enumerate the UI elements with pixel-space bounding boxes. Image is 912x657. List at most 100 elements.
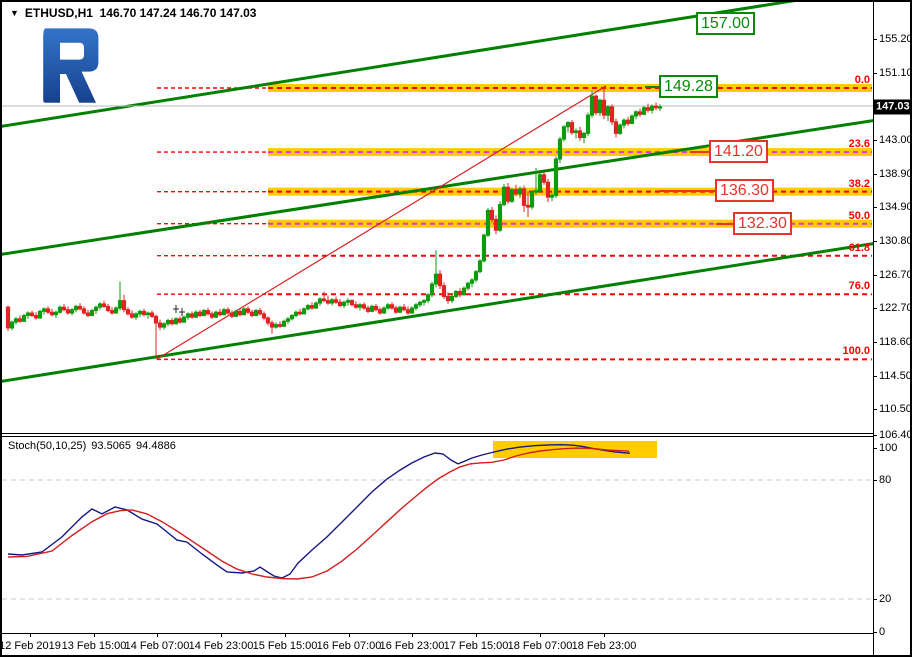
time-tick-label[interactable]: 15 Feb 15:00 xyxy=(252,640,318,652)
candle-body xyxy=(653,105,659,109)
price-level-label-149.28[interactable]: 149.28 xyxy=(659,75,718,98)
candle-body xyxy=(213,311,219,318)
candle-body xyxy=(573,130,579,134)
price-tick-mark xyxy=(873,435,877,436)
time-tick-label[interactable]: 12 Feb 2019 xyxy=(0,640,61,652)
candle-body xyxy=(613,121,619,134)
candle-body xyxy=(505,186,511,202)
fib-percent-label-38.2: 38.2 xyxy=(848,177,870,190)
level-dash-136.30 xyxy=(659,190,715,192)
time-tick-label[interactable]: 18 Feb 07:00 xyxy=(507,640,573,652)
price-tick-label-143.00: 143.00 xyxy=(879,134,912,146)
time-tick-label[interactable]: 17 Feb 15:00 xyxy=(443,640,509,652)
price-level-label-132.30[interactable]: 132.30 xyxy=(733,212,792,235)
time-tick-label[interactable]: 13 Feb 15:00 xyxy=(61,640,127,652)
candle-body xyxy=(641,107,647,115)
time-tick-label[interactable]: 14 Feb 23:00 xyxy=(188,640,254,652)
candle-body xyxy=(621,119,627,126)
candle-body xyxy=(393,307,399,313)
candle-body xyxy=(145,312,151,316)
candle-body xyxy=(493,218,499,231)
stoch-main-line xyxy=(7,443,631,579)
candle-body xyxy=(81,308,87,314)
candle-body xyxy=(157,322,163,328)
candle-body xyxy=(333,299,339,303)
candle-body xyxy=(509,189,515,202)
time-tick-mark xyxy=(94,633,95,637)
candle-body xyxy=(541,174,547,183)
price-level-label-136.30[interactable]: 136.30 xyxy=(715,179,774,202)
candle-body xyxy=(309,305,315,309)
candle-body xyxy=(253,310,259,317)
channel-line-2[interactable] xyxy=(2,242,873,383)
time-tick-mark xyxy=(540,633,541,637)
price-tick-label-134.90: 134.90 xyxy=(879,201,912,213)
candle-body xyxy=(69,309,75,314)
price-level-label-157.00[interactable]: 157.00 xyxy=(696,12,755,35)
candle-body xyxy=(257,310,263,315)
candle-body xyxy=(5,306,11,329)
candle-body xyxy=(341,301,347,307)
candle-body xyxy=(293,311,299,317)
candle-body xyxy=(237,310,243,316)
candle-body xyxy=(537,174,543,192)
stoch-tick-mark xyxy=(873,632,877,633)
price-tick-label-118.60: 118.60 xyxy=(879,336,912,348)
candle-body xyxy=(73,305,79,311)
time-tick-label[interactable]: 14 Feb 07:00 xyxy=(124,640,190,652)
candle-body xyxy=(269,322,275,328)
candle-body xyxy=(57,306,63,313)
candle-body xyxy=(325,300,331,304)
price-level-label-141.20[interactable]: 141.20 xyxy=(709,140,768,163)
candle-body xyxy=(77,305,83,310)
fib-percent-label-76.0: 76.0 xyxy=(848,280,870,293)
price-tick-mark xyxy=(873,39,877,40)
candle-body xyxy=(549,194,555,198)
candle-body xyxy=(285,318,291,322)
stoch-tick-mark xyxy=(873,599,877,600)
candle-body xyxy=(61,306,67,311)
time-tick-mark xyxy=(30,633,31,637)
price-axis-border[interactable] xyxy=(873,2,874,655)
candle-body xyxy=(637,111,643,115)
price-chart-area[interactable] xyxy=(2,2,873,433)
candle-body xyxy=(525,204,531,208)
candle-body xyxy=(605,106,611,116)
stoch-panel-bottom-border xyxy=(2,633,873,634)
candle-body xyxy=(589,95,595,116)
candle-body xyxy=(221,309,227,316)
candle-body xyxy=(305,305,311,310)
time-tick-label[interactable]: 16 Feb 07:00 xyxy=(316,640,382,652)
candle-body xyxy=(369,305,375,312)
candle-body xyxy=(377,309,383,314)
candle-body xyxy=(209,313,215,318)
stochastic-panel[interactable] xyxy=(2,436,873,633)
candle-body xyxy=(65,309,71,314)
candle-body xyxy=(85,312,91,317)
candle-body xyxy=(353,304,359,308)
candle-body xyxy=(21,315,27,322)
candle-body xyxy=(241,308,247,316)
candle-body xyxy=(557,138,563,160)
candle-body xyxy=(617,124,623,134)
candle-body xyxy=(597,99,603,114)
symbol-dropdown-icon[interactable]: ▼ xyxy=(10,8,19,18)
time-tick-label[interactable]: 18 Feb 23:00 xyxy=(571,640,637,652)
time-tick-label[interactable]: 16 Feb 23:00 xyxy=(379,640,445,652)
candle-body xyxy=(53,311,59,316)
candle-body xyxy=(141,310,147,316)
candle-body xyxy=(469,279,475,284)
candle-body xyxy=(133,313,139,318)
price-tick-label-110.50: 110.50 xyxy=(879,403,912,415)
candle-body xyxy=(453,291,459,297)
stoch-tick-label-80: 80 xyxy=(879,474,892,486)
stoch-tick-label-0: 0 xyxy=(879,626,886,638)
candle-body xyxy=(301,308,307,315)
fib-percent-label-0.0: 0.0 xyxy=(854,74,870,86)
candle-body xyxy=(117,300,123,309)
candle-body xyxy=(161,323,167,328)
candle-body xyxy=(153,315,159,324)
candle-body xyxy=(189,313,195,318)
time-tick-mark xyxy=(412,633,413,637)
channel-line-0[interactable] xyxy=(2,2,817,128)
